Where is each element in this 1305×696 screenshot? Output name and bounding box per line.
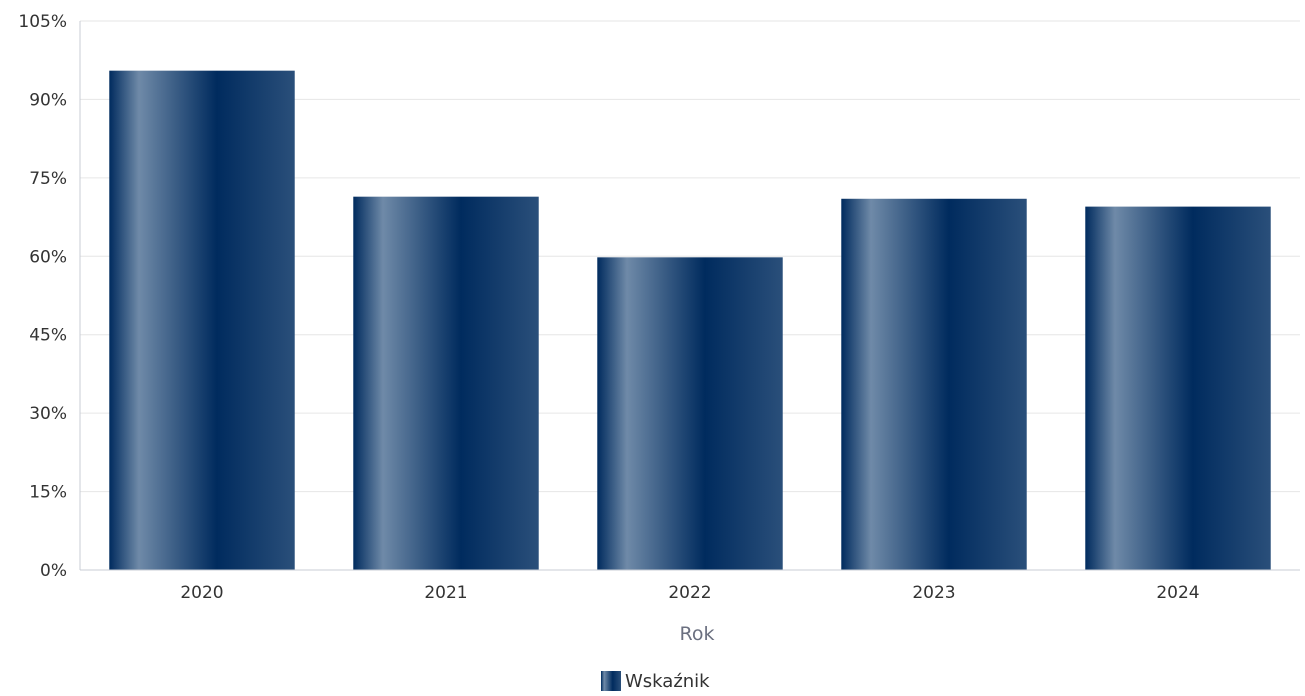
- bars: [109, 70, 1271, 571]
- y-tick-label: 90%: [29, 90, 67, 110]
- y-tick-label: 15%: [29, 483, 67, 503]
- y-tick-label: 0%: [40, 561, 67, 581]
- x-tick-label: 2021: [424, 583, 467, 603]
- y-tick-label: 30%: [29, 404, 67, 424]
- y-tick-label: 45%: [29, 326, 67, 346]
- x-axis-title: Rok: [680, 623, 715, 645]
- bar-2022[interactable]: [597, 257, 783, 570]
- y-tick-label: 60%: [29, 247, 67, 267]
- x-tick-label: 2020: [180, 583, 223, 603]
- axes: [79, 21, 1300, 571]
- bar-2023[interactable]: [841, 198, 1027, 570]
- legend-label: Wskaźnik: [625, 671, 710, 692]
- bar-2020[interactable]: [109, 70, 295, 571]
- x-tick-label: 2022: [668, 583, 711, 603]
- legend-swatch: [601, 671, 621, 691]
- bar-2021[interactable]: [353, 196, 539, 570]
- y-tick-label: 75%: [29, 169, 67, 189]
- x-tick-label: 2023: [912, 583, 955, 603]
- tick-labels: 0% 15% 30% 45% 60% 75% 90% 105% 2020 2021 2022 2023…: [18, 12, 1199, 603]
- legend[interactable]: Wskaźnik: [601, 671, 710, 692]
- bar-2024[interactable]: [1085, 206, 1271, 570]
- y-tick-label: 105%: [18, 12, 67, 32]
- x-tick-label: 2024: [1156, 583, 1199, 603]
